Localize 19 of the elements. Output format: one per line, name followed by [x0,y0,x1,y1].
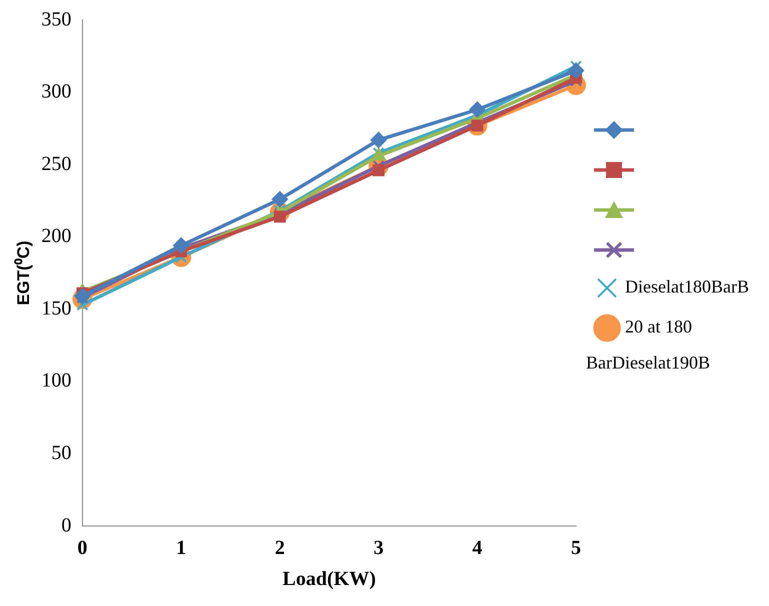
y-tick-label: 250 [41,152,72,175]
x-tick-label: 2 [274,537,285,560]
x-tick-label: 3 [374,537,384,560]
y-tick-label: 350 [41,8,72,30]
x-tick-label: 4 [472,537,482,560]
legend-label: Dieselat180BarB [625,276,750,297]
y-tick-label: 50 [51,442,72,464]
x-tick-label: 5 [571,537,582,560]
y-tick-label: 200 [41,225,72,248]
y-tick-label: 100 [41,370,72,392]
x-tick-label: 0 [77,537,88,560]
text: BarDieselat190B [586,352,710,373]
y-axis-title: EGT(⁰C) [14,240,33,306]
x-tick-label: 1 [176,537,186,560]
y-tick-label: 0 [61,514,72,536]
y-tick-label: 150 [41,297,72,320]
x-axis-title: Load(KW) [282,568,376,590]
legend-label: 20 at 180 [625,316,692,337]
y-tick-label: 300 [41,80,72,103]
